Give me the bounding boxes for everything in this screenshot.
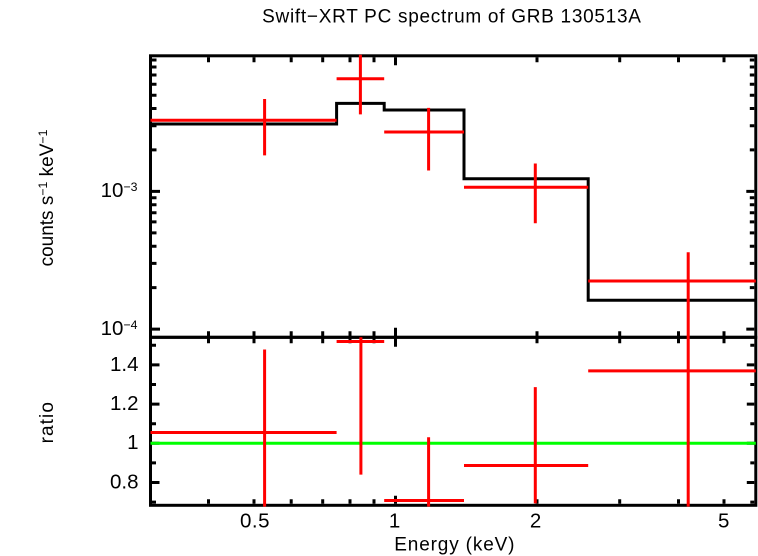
svg-text:counts s−1 keV−1: counts s−1 keV−1 <box>36 129 58 266</box>
svg-text:5: 5 <box>718 509 730 532</box>
svg-text:1: 1 <box>127 431 138 454</box>
svg-text:0.8: 0.8 <box>110 470 139 493</box>
svg-text:Swift−XRT PC spectrum of GRB 1: Swift−XRT PC spectrum of GRB 130513A <box>262 6 642 27</box>
svg-text:0.5: 0.5 <box>240 509 270 532</box>
svg-text:1: 1 <box>389 509 401 532</box>
svg-text:1.4: 1.4 <box>110 353 139 376</box>
svg-text:ratio: ratio <box>37 401 58 443</box>
svg-text:1.2: 1.2 <box>110 392 139 415</box>
svg-text:2: 2 <box>530 509 542 532</box>
svg-text:Energy (keV): Energy (keV) <box>394 534 515 555</box>
